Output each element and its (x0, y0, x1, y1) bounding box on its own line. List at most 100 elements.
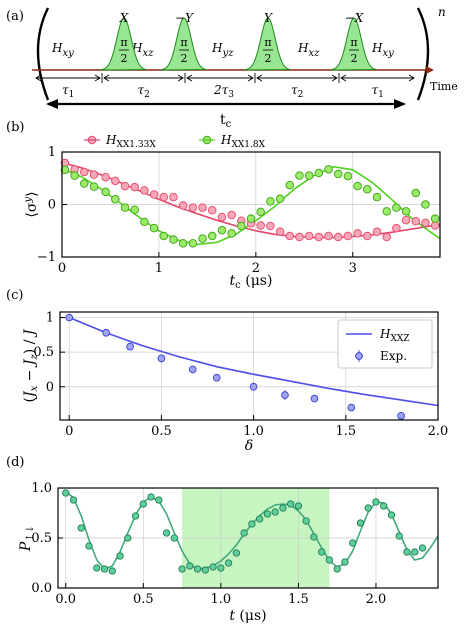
data-point-red (295, 232, 304, 242)
data-point-teal (279, 504, 287, 512)
pulse-axis-label: −X (345, 11, 364, 25)
data-point-teal (302, 517, 310, 525)
data-point-teal (108, 567, 116, 575)
data-point-red (392, 223, 401, 233)
data-point-teal (193, 565, 202, 573)
data-point-green (382, 207, 391, 216)
data-point-red (285, 231, 295, 241)
data-point-red (372, 227, 382, 237)
data-point-red (89, 170, 99, 179)
data-point-green (60, 165, 70, 175)
data-point-teal (209, 563, 217, 571)
data-point-red (120, 181, 130, 191)
pulse-shape (101, 17, 147, 71)
data-point-red (256, 221, 265, 230)
data-point-red (111, 176, 120, 186)
data-point-green (70, 171, 79, 180)
data-point-red (401, 215, 411, 225)
pulse-angle-num: π (264, 36, 271, 49)
data-point-teal (170, 534, 178, 542)
data-point-teal (287, 500, 295, 508)
duration-label: τ1 (62, 83, 74, 100)
x-tick-label: 0 (65, 424, 73, 439)
data-point-green (295, 171, 304, 180)
duration-arrow-right (247, 74, 254, 82)
y-tick-label: 0.5 (31, 531, 52, 546)
plot-frame (59, 311, 439, 421)
data-point-green (324, 165, 333, 174)
data-point-green (392, 203, 401, 212)
segment-label: Hxy (51, 41, 74, 59)
x-tick-label: 1.0 (211, 592, 232, 607)
data-point-teal (395, 532, 403, 540)
data-point-teal (294, 502, 303, 510)
duration-arrow-right (331, 74, 338, 82)
data-point-teal (325, 556, 334, 564)
data-point-red (80, 167, 89, 177)
data-point-red (363, 231, 372, 241)
data-point-teal (93, 564, 101, 572)
x-tick-label: 1.0 (243, 424, 264, 439)
x-tick-label: 1.5 (335, 424, 356, 439)
data-point-red (324, 231, 333, 241)
segment-label: Hxz (297, 41, 320, 59)
plot-frame (61, 151, 441, 258)
data-point-green (333, 169, 343, 179)
panel-label-d: (d) (6, 455, 24, 470)
data-point-red (198, 203, 207, 212)
x-tick-label: 0.0 (55, 592, 76, 607)
data-point-teal (224, 559, 233, 567)
data-point-teal (240, 529, 248, 537)
data-point-teal (271, 508, 279, 516)
pulse-angle-den: 2 (265, 52, 272, 65)
time-axis-arrow (426, 66, 434, 74)
data-point-teal (333, 565, 341, 573)
data-point-green (314, 168, 324, 178)
data-point-red (188, 203, 198, 212)
legend-label-fit: HXXZ (379, 327, 410, 344)
data-point-green (430, 214, 440, 223)
data-point-teal (372, 498, 380, 506)
data-point-teal (201, 566, 209, 574)
data-point-teal (310, 533, 318, 541)
plot-frame (57, 487, 439, 589)
data-point-green (159, 231, 169, 241)
y-tick-label: 1 (48, 145, 56, 160)
data-point-blue (249, 382, 258, 391)
x-axis-label: δ (245, 438, 253, 454)
x-tick-label: 1 (155, 261, 163, 276)
data-point-red (149, 190, 159, 199)
pulse-axis-label: X (119, 11, 129, 25)
total-arrow-left (46, 99, 58, 109)
data-point-red (353, 229, 362, 238)
data-point-green (149, 223, 159, 233)
data-point-teal (178, 565, 186, 573)
data-point-red (227, 210, 236, 220)
data-point-green (89, 182, 99, 191)
data-point-blue (188, 365, 197, 374)
data-point-red (304, 231, 314, 241)
data-point-red (275, 227, 285, 237)
total-arrow-right (394, 99, 406, 109)
x-tick-label: 0.5 (133, 592, 154, 607)
data-point-teal (139, 500, 147, 508)
y-tick-label: 0 (46, 380, 54, 395)
data-point-red (382, 232, 391, 242)
data-point-teal (186, 562, 194, 570)
legend-label-red: HXX1.33X (105, 133, 156, 150)
data-point-blue (212, 373, 221, 382)
duration-arrow-left (340, 74, 347, 82)
y-tick-label: 0.5 (33, 345, 54, 360)
data-point-green (266, 197, 275, 206)
repeat-label: n (438, 5, 446, 19)
pulse-shape (331, 17, 377, 71)
data-point-green (285, 180, 295, 190)
data-point-teal (387, 511, 396, 519)
x-axis-label: tc (μs) (230, 273, 273, 291)
pulse-angle-num: π (350, 36, 357, 49)
data-point-green (207, 231, 217, 241)
data-point-teal (116, 552, 124, 560)
